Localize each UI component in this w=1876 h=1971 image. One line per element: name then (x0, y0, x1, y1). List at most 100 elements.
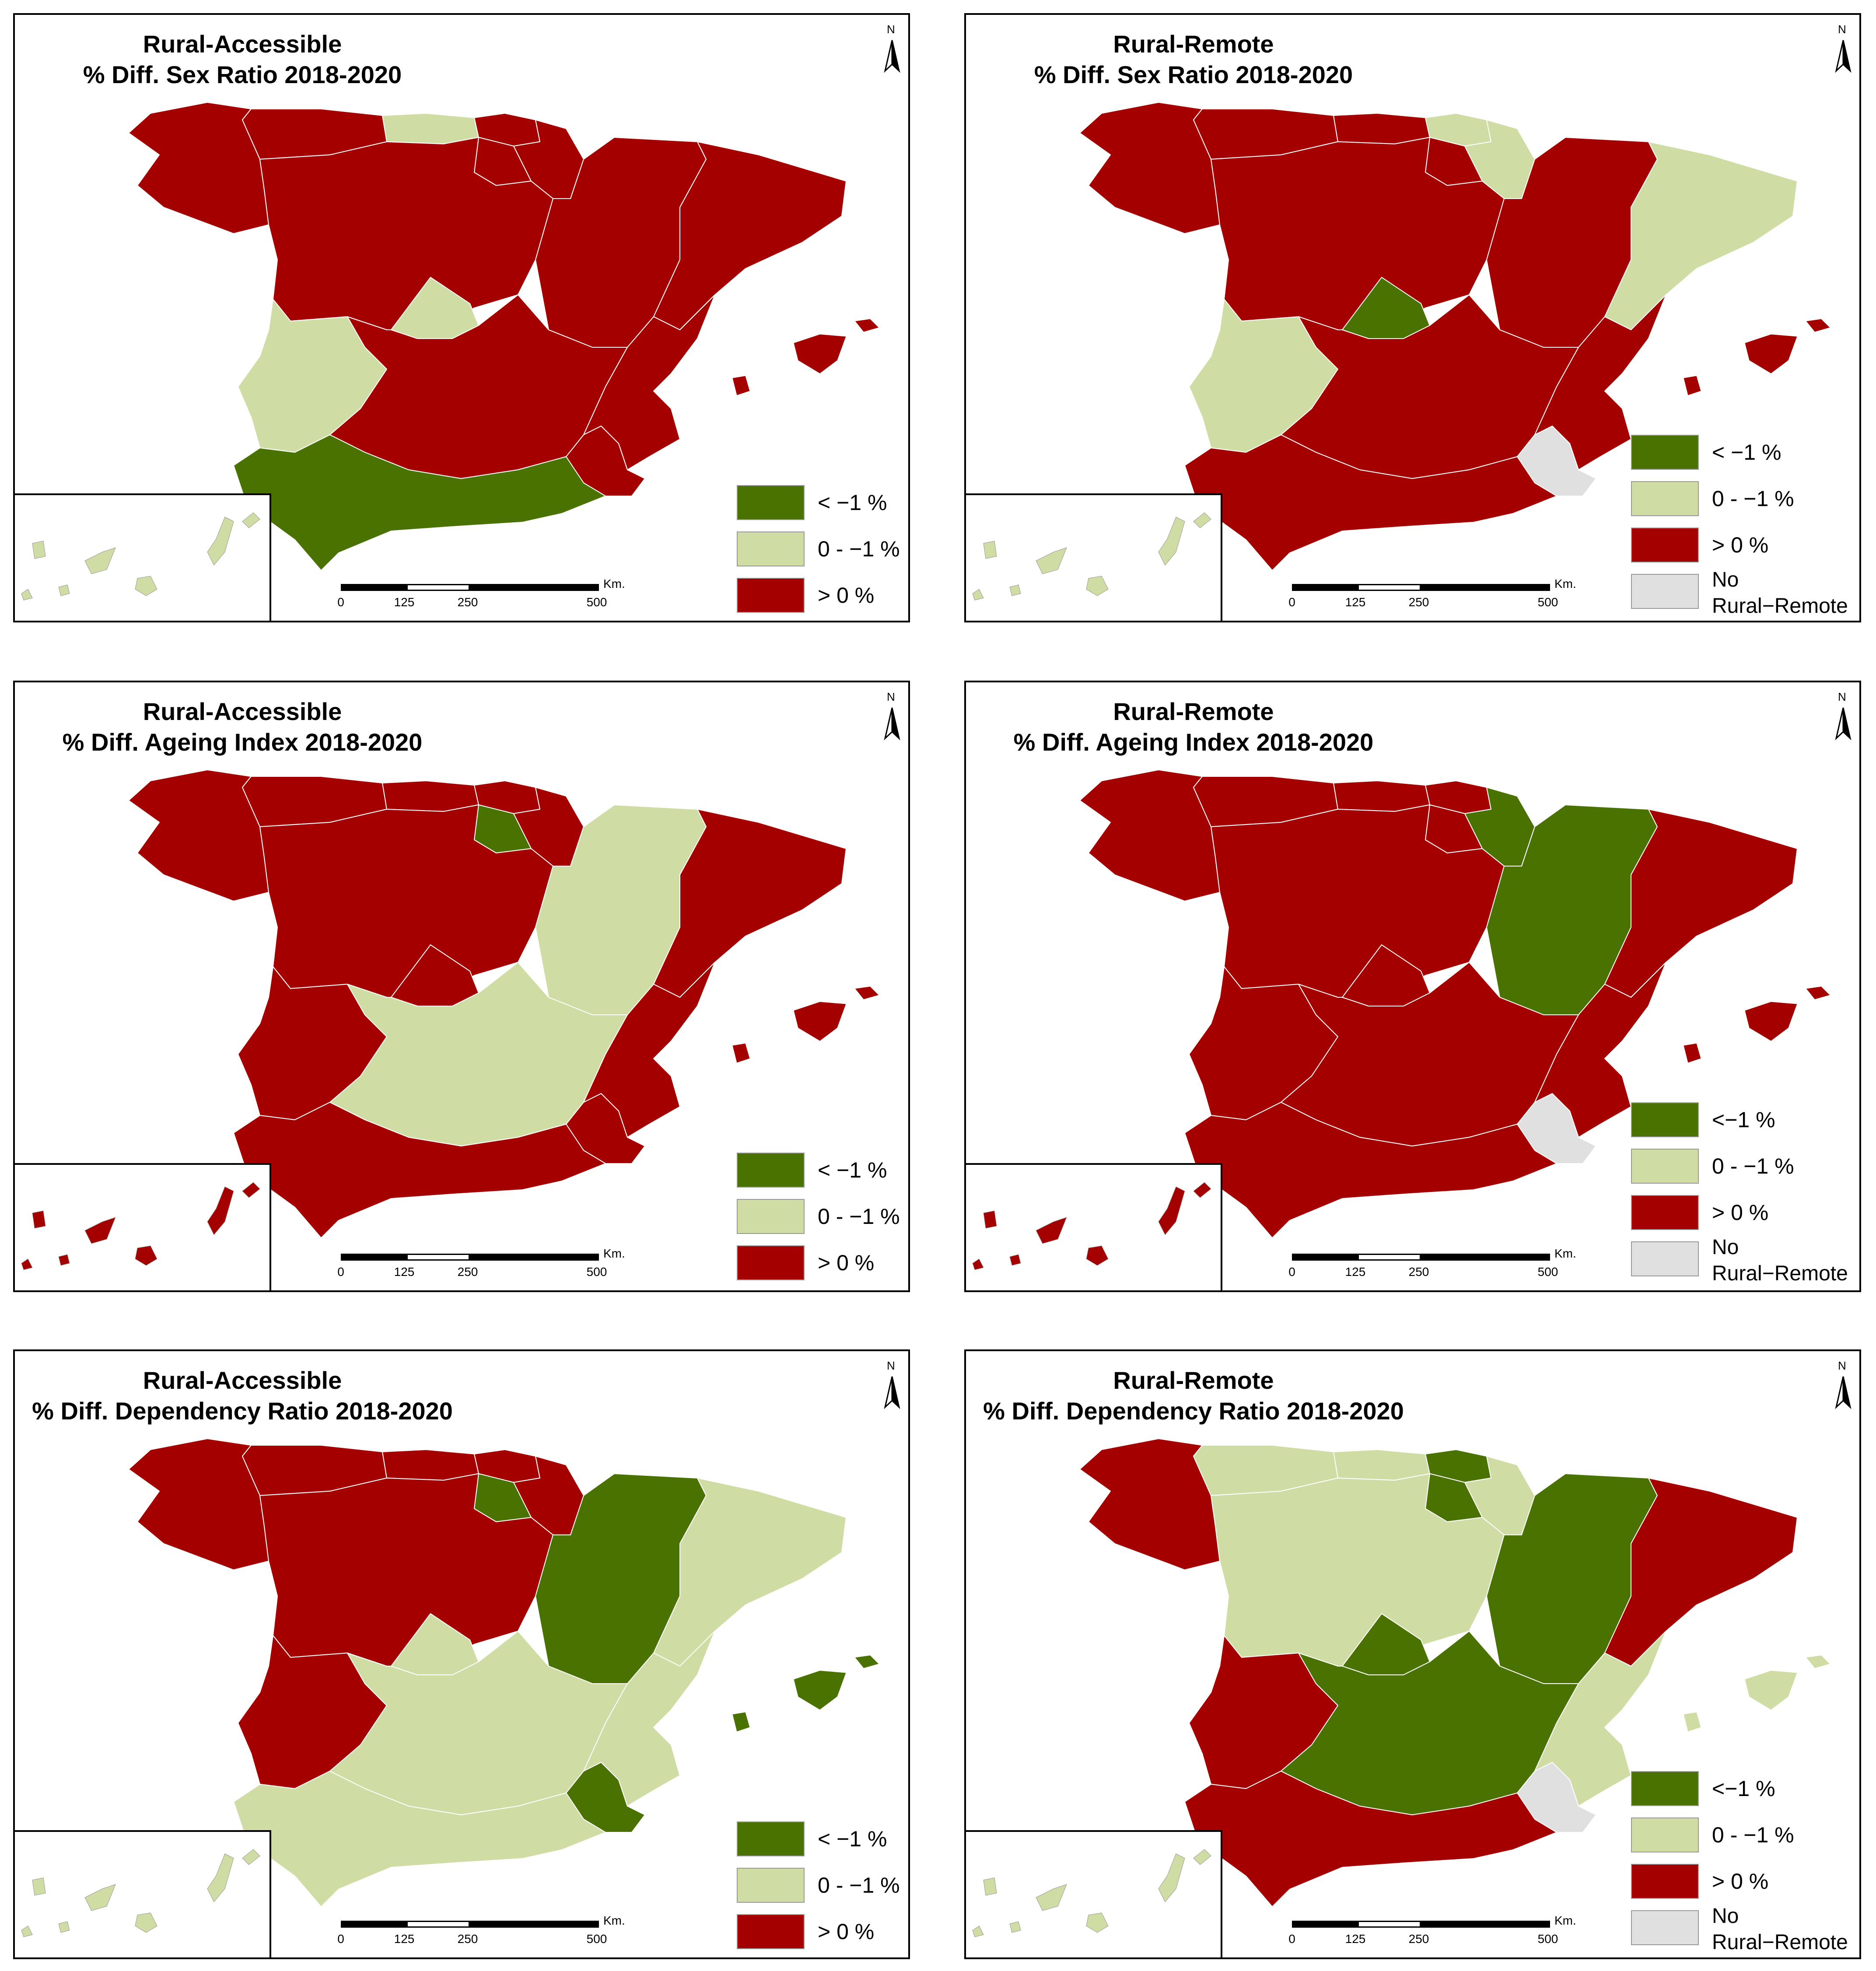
legend-item: No Rural−Remote (1631, 568, 1876, 618)
legend-swatch (737, 1821, 805, 1856)
region-canaries-island (21, 1926, 33, 1937)
region-canaries-island (972, 1258, 984, 1270)
canary-islands-inset (964, 493, 1222, 622)
region-canaries-island (983, 1877, 997, 1896)
canary-islands-inset (964, 1163, 1222, 1292)
map-title: Rural-Remote % Diff. Dependency Ratio 201… (966, 1365, 1421, 1426)
legend-swatch (1631, 1817, 1699, 1852)
region-canaries-island (58, 1254, 70, 1266)
legend-swatch (1631, 1864, 1699, 1899)
scale-tick-label: 0 (337, 1932, 344, 1946)
region-balearics-island (732, 375, 750, 396)
region-canaries-island (207, 1186, 234, 1235)
spain-choropleth (1079, 102, 1830, 571)
map-title-line-2: % Diff. Sex Ratio 2018-2020 (83, 61, 402, 88)
scale-tick-label: 250 (457, 1265, 478, 1279)
legend-label: 0 - −1 % (1712, 1823, 1794, 1847)
scale-unit: Km. (1554, 1247, 1576, 1260)
north-arrow-icon: N (1834, 1359, 1852, 1412)
map-title: Rural-Accessible % Diff. Ageing Index 201… (15, 696, 470, 758)
region-canaries-island (1086, 1912, 1109, 1933)
legend-item: > 0 % (1631, 1195, 1876, 1230)
region-canaries-island (135, 1245, 158, 1266)
scale-tick-label: 250 (457, 595, 478, 609)
region-canaries-island (84, 1884, 116, 1911)
legend-swatch (1631, 435, 1699, 470)
scale-segment (341, 1921, 406, 1928)
legend-label-line-2: Rural−Remote (1712, 1262, 1848, 1285)
legend-item: 0 - −1 % (737, 1868, 999, 1903)
scale-segment (341, 584, 406, 591)
region-canaries-island (32, 1877, 46, 1896)
legend-item: <−1 % (1631, 1102, 1876, 1137)
legend-swatch (737, 1245, 805, 1280)
canary-islands-inset (13, 493, 271, 622)
scale-tick-label: 500 (1537, 595, 1558, 609)
region-canaries-island (1009, 584, 1021, 596)
legend-label: 0 - −1 % (818, 537, 900, 561)
scale-segment (1421, 584, 1550, 591)
legend-label: <−1 % (1712, 1776, 1775, 1801)
legend-label-line-1: No (1712, 1905, 1739, 1928)
legend-label: > 0 % (818, 1919, 875, 1944)
north-arrow-icon: N (883, 1359, 901, 1412)
legend-label: No Rural−Remote (1712, 567, 1848, 619)
map-panel-dependency-ratio-accessible: Rural-Accessible % Diff. Dependency Ratio… (13, 1349, 910, 1959)
region-balearics-island (854, 1655, 879, 1669)
legend-label: 0 - −1 % (1712, 486, 1794, 511)
scale-tick-label: 0 (1288, 1932, 1295, 1946)
region-andalusia (233, 434, 606, 571)
legend-label: < −1 % (818, 1827, 887, 1851)
legend-swatch (737, 1914, 805, 1949)
region-canaries-island (1086, 576, 1109, 596)
region-balearics-island (1744, 1670, 1798, 1710)
legend-item: 0 - −1 % (1631, 481, 1876, 516)
legend-label: 0 - −1 % (818, 1873, 900, 1898)
legend-item: < −1 % (737, 1153, 999, 1188)
legend-swatch (1631, 1102, 1699, 1137)
region-andalusia (233, 1102, 606, 1238)
region-canaries-island (242, 1182, 260, 1198)
map-title-line-2: % Diff. Sex Ratio 2018-2020 (1034, 61, 1353, 88)
region-canaries-island (58, 1921, 70, 1933)
legend-swatch (1631, 1195, 1699, 1230)
region-canaries-island (972, 589, 984, 601)
region-balearics-island (1683, 1712, 1701, 1732)
legend-item: 0 - −1 % (1631, 1817, 1876, 1852)
legend-swatch (737, 1868, 805, 1903)
legend-item: 0 - −1 % (1631, 1149, 1876, 1184)
region-balearics-island (854, 318, 879, 332)
scale-unit: Km. (1554, 1914, 1576, 1927)
legend-label-line-2: Rural−Remote (1712, 1931, 1848, 1954)
scale-tick-label: 125 (394, 1932, 415, 1946)
legend-swatch (737, 578, 805, 613)
spain-choropleth (128, 1438, 879, 1907)
scale-tick-label: 500 (1537, 1932, 1558, 1946)
legend-label: No Rural−Remote (1712, 1903, 1848, 1956)
north-label: N (887, 1359, 895, 1372)
scale-segment (406, 1254, 470, 1261)
region-balearics-island (1806, 986, 1830, 1000)
legend-item: > 0 % (1631, 528, 1876, 563)
canary-islands-inset (13, 1163, 271, 1292)
scale-segment (470, 584, 599, 591)
region-canaries-island (1086, 1245, 1109, 1266)
map-title: Rural-Accessible % Diff. Dependency Ratio… (15, 1365, 470, 1426)
north-label: N (887, 690, 895, 703)
region-canaries-island (1158, 1186, 1185, 1235)
legend-swatch (737, 531, 805, 566)
region-balearics-island (732, 1043, 750, 1063)
legend-item: <−1 % (1631, 1771, 1876, 1806)
scale-tick-label: 125 (1345, 1932, 1366, 1946)
region-canaries-island (1193, 1182, 1211, 1198)
region-canaries-island (32, 1210, 46, 1229)
region-canaries-island (242, 512, 260, 528)
region-canaries-island (242, 1849, 260, 1865)
legend-label: > 0 % (1712, 533, 1769, 557)
scale-segment (1292, 584, 1358, 591)
legend-item: > 0 % (1631, 1864, 1876, 1899)
region-canaries-island (1036, 547, 1067, 574)
region-balearics-island (854, 986, 879, 1000)
scale-tick-label: 0 (337, 595, 344, 609)
map-panel-ageing-index-accessible: Rural-Accessible % Diff. Ageing Index 201… (13, 681, 910, 1292)
